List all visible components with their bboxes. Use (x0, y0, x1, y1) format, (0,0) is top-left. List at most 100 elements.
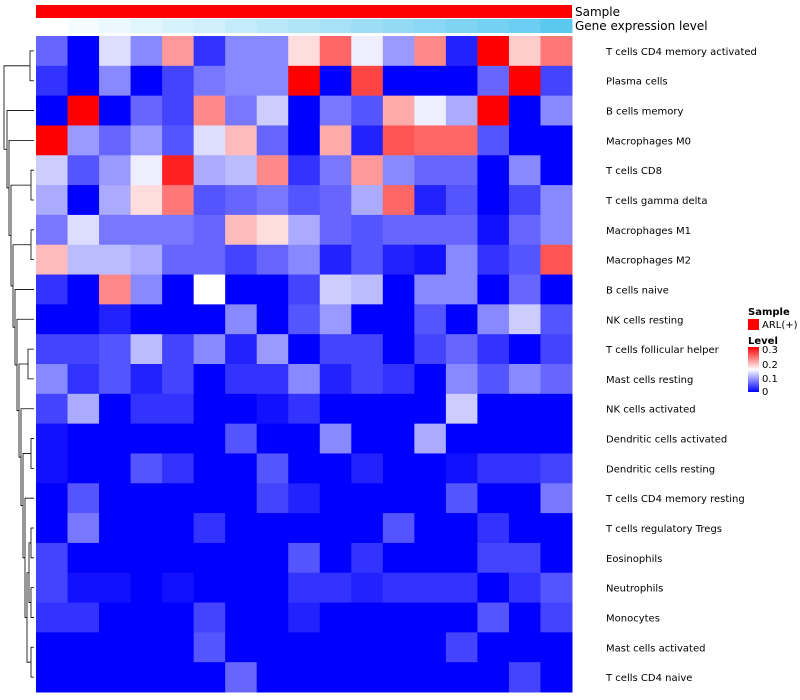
heatmap-cell (540, 393, 573, 425)
heatmap-cell (225, 662, 258, 693)
heatmap-cell (540, 36, 573, 67)
heatmap-cell (256, 214, 289, 246)
dendrogram-branch (8, 139, 34, 236)
heatmap-cell (288, 453, 321, 484)
heatmap-cell (477, 542, 510, 574)
heatmap-cell (162, 244, 195, 276)
heatmap-cell (99, 662, 132, 693)
heatmap-cell (162, 423, 195, 454)
heatmap-cell (288, 393, 321, 425)
heatmap-cell (162, 542, 195, 574)
heatmap-cell (508, 602, 541, 633)
heatmap-cell (414, 423, 447, 454)
gene-expression-annotation-cell (445, 19, 478, 33)
heatmap-cell (67, 423, 100, 454)
heatmap-cell (256, 483, 289, 514)
heatmap-cell (508, 453, 541, 484)
legend-level-tick: 0.2 (762, 360, 778, 371)
heatmap-cell (508, 244, 541, 276)
heatmap-cell (225, 423, 258, 454)
heatmap-cell (508, 214, 541, 246)
heatmap-cell (477, 602, 510, 633)
heatmap-cell (445, 662, 478, 693)
heatmap-cell (382, 65, 415, 97)
row-labels: T cells CD4 memory activated Plasma cells… (605, 47, 757, 684)
heatmap-cell (99, 632, 132, 663)
gene-expression-annotation-cell (162, 19, 195, 33)
row-label: Dendritic cells resting (606, 464, 715, 475)
heatmap-cell (288, 334, 321, 365)
legend-sample-entry: ARL(+) (762, 320, 798, 331)
heatmap-cell (99, 95, 132, 126)
heatmap-cell (319, 125, 352, 156)
heatmap-cell (36, 453, 69, 484)
heatmap-cell (36, 185, 69, 216)
heatmap-cell (288, 185, 321, 216)
heatmap-cell (36, 572, 69, 604)
gene-expression-annotation-cell (508, 19, 541, 33)
heatmap-cell (319, 572, 352, 604)
sample-annotation-bar (36, 5, 572, 18)
heatmap-cell (477, 513, 510, 544)
heatmap-cell (67, 65, 100, 97)
heatmap-cell (256, 423, 289, 454)
heatmap-cell (540, 155, 573, 186)
heatmap-cell (193, 542, 226, 574)
heatmap-cell (382, 185, 415, 216)
heatmap-cell (99, 125, 132, 156)
heatmap-cell (319, 304, 352, 335)
heatmap-cell (445, 602, 478, 633)
heatmap-cell (193, 393, 226, 425)
heatmap-cell (256, 304, 289, 335)
heatmap-cell (414, 36, 447, 67)
heatmap-cell (414, 95, 447, 126)
heatmap-cell (382, 125, 415, 156)
dendrogram-branch (6, 110, 34, 189)
heatmap-cell (445, 36, 478, 67)
heatmap-cell (351, 185, 384, 216)
annotation-label-sample: Sample (575, 5, 620, 19)
heatmap-cell (36, 36, 69, 67)
heatmap-cell (288, 274, 321, 305)
heatmap-cell (36, 155, 69, 186)
heatmap-cell (540, 542, 573, 574)
heatmap-cell (130, 423, 163, 454)
dendrogram-branch (3, 65, 30, 150)
heatmap-cell (477, 155, 510, 186)
heatmap-cell (130, 274, 163, 305)
heatmap-cell (36, 632, 69, 663)
heatmap-cell (508, 483, 541, 514)
heatmap-cell (67, 483, 100, 514)
legend: Sample ARL(+) Level 0.3 0.2 0.1 0 (748, 307, 798, 398)
dendrogram-branch (30, 587, 34, 618)
heatmap-cell (193, 95, 226, 126)
heatmap-cell (193, 453, 226, 484)
heatmap-cell (477, 632, 510, 663)
heatmap-cell (162, 662, 195, 693)
heatmap-cell (130, 483, 163, 514)
heatmap-cell (414, 513, 447, 544)
heatmap-cell (225, 542, 258, 574)
heatmap-cell (445, 483, 478, 514)
row-label: Macrophages M0 (606, 136, 691, 147)
heatmap-cell (319, 95, 352, 126)
heatmap-cell (36, 95, 69, 126)
heatmap-cell (319, 274, 352, 305)
heatmap-cell (477, 125, 510, 156)
heatmap-cell (36, 334, 69, 365)
heatmap-cell (540, 214, 573, 246)
row-label: T cells CD4 naive (605, 673, 692, 684)
heatmap-cell (256, 244, 289, 276)
heatmap-cell (162, 274, 195, 305)
heatmap-cell (36, 214, 69, 246)
heatmap-cell (193, 662, 226, 693)
heatmap-cell (288, 155, 321, 186)
heatmap-cell (130, 36, 163, 67)
heatmap-cell (36, 483, 69, 514)
dendrogram-branch (27, 348, 34, 380)
heatmap-cell (162, 125, 195, 156)
heatmap-cell (382, 662, 415, 693)
heatmap-cell (67, 662, 100, 693)
heatmap-cell (508, 393, 541, 425)
heatmap-cell (99, 185, 132, 216)
